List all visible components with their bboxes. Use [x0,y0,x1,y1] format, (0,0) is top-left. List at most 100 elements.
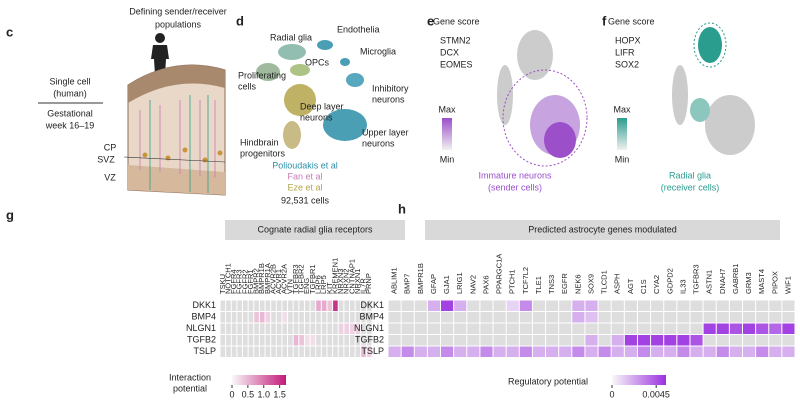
heatmap-cell [559,300,572,311]
heatmap-cell [519,300,532,311]
heatmap-cell [414,335,427,346]
title-box [425,220,780,240]
column-label: BMPR2 [252,268,261,294]
sample-text: week 16–19 [45,120,95,130]
heatmap-cell [271,323,276,334]
legend-entry: Polioudakis et al [272,160,338,170]
heatmap-cell [559,335,572,346]
heatmap-cell [355,312,361,323]
heatmap-cell [355,335,361,346]
heatmap-cell [299,300,304,311]
heatmap-cell [506,346,519,357]
row-label: TSLP [193,346,216,356]
heatmap-cell [243,312,248,323]
heatmap-cell [769,300,782,311]
heatmap-cell [546,323,559,334]
heatmap-cell [611,323,624,334]
heatmap-cell [467,346,480,357]
heatmap-cell [756,335,769,346]
heatmap-cell [585,346,598,357]
heatmap-cell [265,346,271,357]
column-label: BMPR1B [257,263,266,294]
heatmap-cell [677,335,690,346]
heatmap-cell [729,300,742,311]
caption: (sender cells) [488,182,542,192]
title-box [225,220,405,240]
heatmap-cell [664,300,677,311]
cluster-label: Radial glia [270,32,312,42]
column-label: PIPOX [770,271,779,294]
cluster-label: neurons [362,138,395,148]
heatmap-cell [304,300,310,311]
heatmap-cell [703,335,716,346]
row-label: BMP4 [359,312,384,322]
heatmap-cell [288,300,293,311]
column-label: LRP6 [314,275,323,294]
heatmap-cell [729,323,742,334]
heatmap-cell [310,323,316,334]
cluster-label: neurons [300,112,333,122]
colorbar [232,375,286,385]
column-label: LRP5 [319,275,328,294]
column-label: NRXN3 [336,269,345,294]
heatmap-cell [756,312,769,323]
heatmap-cell [338,346,344,357]
heatmap-cell [480,312,493,323]
heatmap-cell [401,323,414,334]
caption: Immature neurons [478,170,552,180]
heatmap-cell [414,323,427,334]
heatmap-cell [321,300,327,311]
row-label: DKK1 [192,300,216,310]
heatmap-cell [304,346,310,357]
heatmap-cell [310,346,316,357]
heatmap-cell [299,323,304,334]
heatmap-cell [506,312,519,323]
heatmap-cell [664,312,677,323]
panel-letter: c [6,24,13,39]
heatmap-cell [333,335,338,346]
panel-title: populations [155,19,202,29]
legend-entry: Fan et al [287,171,322,181]
colorbar [612,375,666,385]
heatmap-cell [441,346,454,357]
column-label: ASPH [613,274,622,294]
heatmap-cell [220,323,226,334]
column-label: ENG [302,278,311,294]
heatmap-cell [611,335,624,346]
panel-letter: h [398,201,406,216]
heatmap-cell [333,346,338,357]
heatmap-cell [231,312,237,323]
heatmap-cell [480,346,493,357]
heatmap-cell [572,346,585,357]
row-label: DKK1 [360,300,384,310]
heatmap-cell [338,323,344,334]
heatmap-cell [321,346,327,357]
row-label: TGFB2 [187,335,216,345]
zone-label: SVZ [97,154,115,164]
heatmap-cell [441,312,454,323]
heatmap-cell [480,323,493,334]
heatmap-cell [276,346,282,357]
heatmap-cell [677,300,690,311]
heatmap-cell [316,312,321,323]
heatmap-cell [237,300,243,311]
heatmap-cell [441,300,454,311]
cluster-label: OPCs [305,57,330,67]
heatmap-cell [338,300,344,311]
heatmap-cell [321,312,327,323]
sample-text: (human) [53,88,87,98]
heatmap-cell [254,312,259,323]
heatmap-cell [598,346,611,357]
heatmap-cell [220,300,226,311]
cluster-label: Deep layer [300,101,344,111]
column-label: TSKU [218,274,227,294]
heatmap-cell [480,335,493,346]
column-label: EGFR [560,273,569,294]
column-label: ACVR2B [268,264,277,294]
panel-letter: e [427,13,434,28]
heatmap-cell [519,335,532,346]
column-label: GRM3 [744,272,753,294]
heatmap-cell [742,312,756,323]
colorbar-max: Max [613,104,631,114]
heatmap-cell [282,335,288,346]
